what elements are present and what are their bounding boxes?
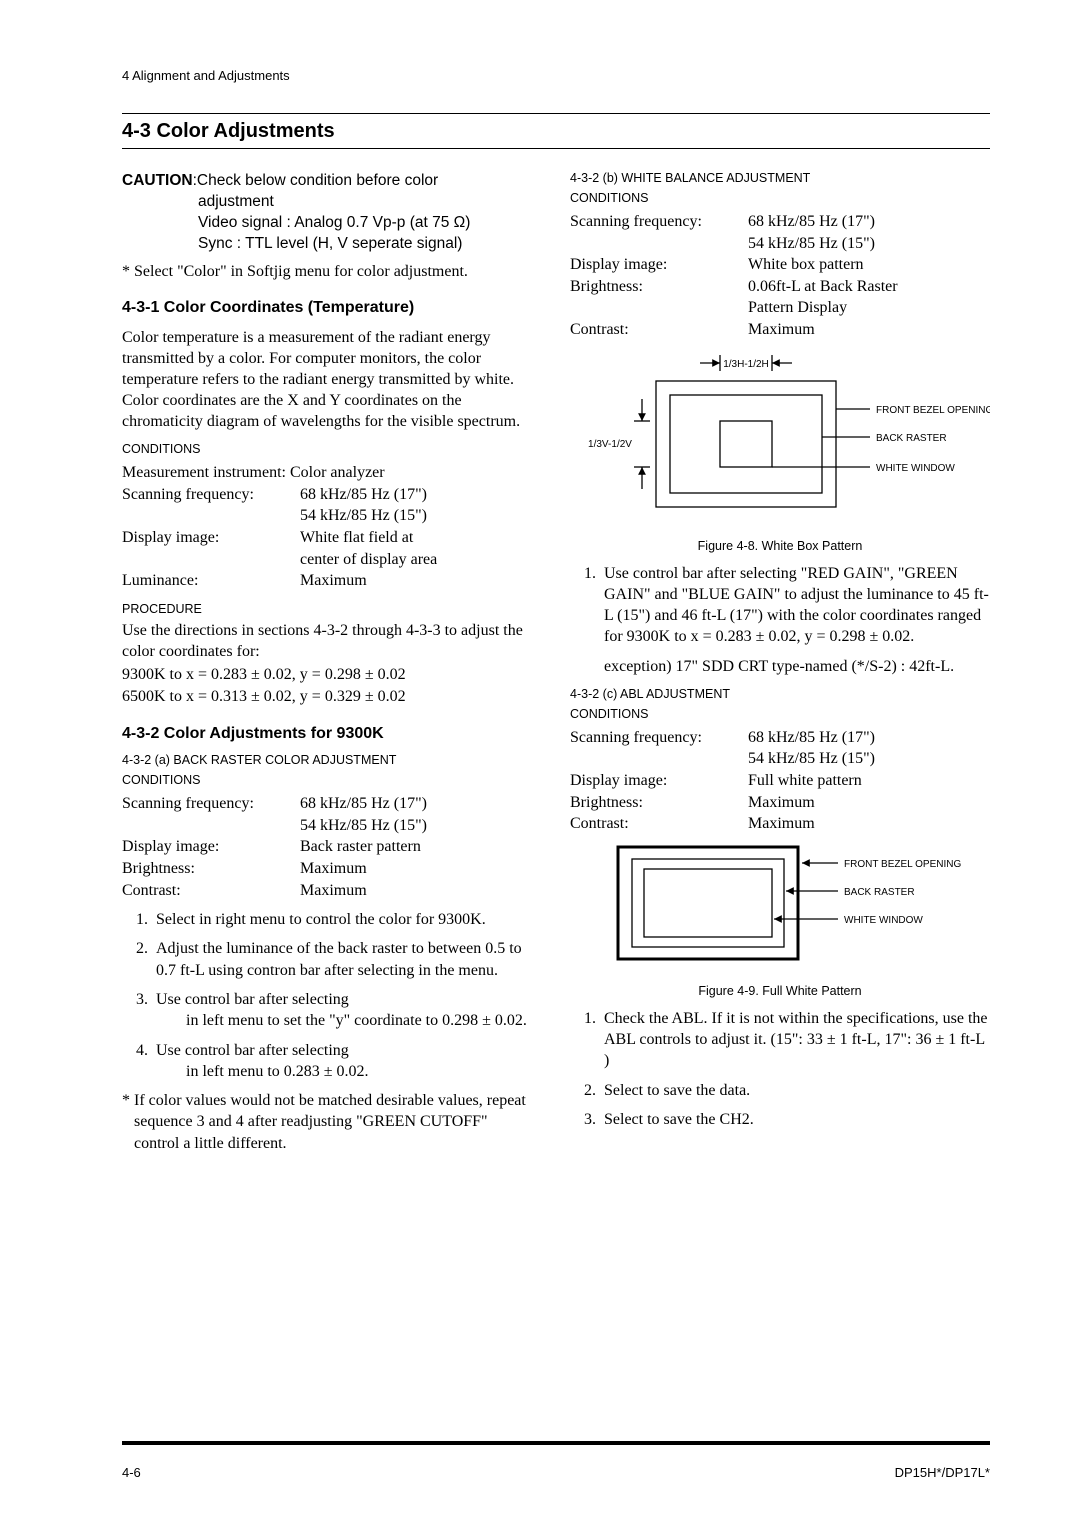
bright-label-432b: Brightness:: [570, 276, 748, 298]
contrast-label-432a: Contrast:: [122, 880, 300, 902]
caution-line4: Sync : TTL level (H, V seperate signal): [198, 234, 532, 255]
bright-value-432c: Maximum: [748, 792, 815, 814]
right-column: 4-3-2 (b) WHITE BALANCE ADJUSTMENT CONDI…: [570, 171, 990, 1154]
caution-line2: adjustment: [198, 192, 532, 213]
scanfreq-label-431: Scanning frequency:: [122, 484, 300, 506]
page-footer: 4-6 DP15H*/DP17L*: [122, 1441, 990, 1480]
display-label-432c: Display image:: [570, 770, 748, 792]
page-number: 4-6: [122, 1465, 141, 1480]
svg-text:BACK RASTER: BACK RASTER: [876, 433, 947, 444]
caution-label: CAUTION: [122, 172, 193, 189]
step-432c-3: Select to save the CH2.: [600, 1109, 990, 1130]
heading-432: 4-3-2 Color Adjustments for 9300K: [122, 725, 532, 743]
scanfreq-432a-l1: 68 kHz/85 Hz (17"): [300, 793, 427, 815]
display-label-431: Display image:: [122, 527, 300, 549]
contrast-value-432b: Maximum: [748, 319, 815, 341]
scanfreq-label-432a: Scanning frequency:: [122, 793, 300, 815]
contrast-label-432b: Contrast:: [570, 319, 748, 341]
steps-432b: Use control bar after selecting "RED GAI…: [570, 563, 990, 677]
conditions-label-432b: CONDITIONS: [570, 191, 990, 205]
scanfreq-432c-l1: 68 kHz/85 Hz (17"): [748, 727, 875, 749]
heading-432a: 4-3-2 (a) BACK RASTER COLOR ADJUSTMENT: [122, 753, 532, 767]
caution-block: CAUTION:Check below condition before col…: [122, 171, 532, 255]
step-432a-1: Select in right menu to control the colo…: [152, 909, 532, 930]
contrast-value-432a: Maximum: [300, 880, 367, 902]
section-title-text: Color Adjustments: [156, 120, 334, 142]
caution-line3: Video signal : Analog 0.7 Vp-p (at 75 Ω): [198, 213, 532, 234]
display-label-432b: Display image:: [570, 254, 748, 276]
instrument-label: Measurement instrument:: [122, 462, 286, 484]
conditions-label-432c: CONDITIONS: [570, 707, 990, 721]
model-number: DP15H*/DP17L*: [895, 1465, 990, 1480]
conditions-label-432a: CONDITIONS: [122, 773, 532, 787]
display-431-l1: White flat field at: [300, 527, 413, 549]
caution-line1: :Check below condition before color: [193, 172, 439, 189]
svg-text:FRONT BEZEL OPENING: FRONT BEZEL OPENING: [844, 859, 961, 870]
display-value-432b: White box pattern: [748, 254, 864, 276]
softjig-note: * Select "Color" in Softjig menu for col…: [122, 263, 532, 281]
bright-label-432a: Brightness:: [122, 858, 300, 880]
step-432a-2: Adjust the luminance of the back raster …: [152, 938, 532, 981]
svg-text:WHITE WINDOW: WHITE WINDOW: [844, 915, 923, 926]
left-column: CAUTION:Check below condition before col…: [122, 171, 532, 1154]
step-432a-4: Use control bar after selecting in left …: [152, 1040, 532, 1083]
bright-432b-l1: 0.06ft-L at Back Raster: [748, 276, 898, 298]
display-value-432a: Back raster pattern: [300, 836, 421, 858]
svg-text:FRONT BEZEL OPENING: FRONT BEZEL OPENING: [876, 405, 990, 416]
contrast-label-432c: Contrast:: [570, 813, 748, 835]
section-title: 4-3 Color Adjustments: [122, 113, 990, 149]
steps-432c: Check the ABL. If it is not within the s…: [570, 1008, 990, 1130]
heading-432b: 4-3-2 (b) WHITE BALANCE ADJUSTMENT: [570, 171, 990, 185]
step-432a-3: Use control bar after selecting in left …: [152, 989, 532, 1032]
lum-label-431: Luminance:: [122, 570, 300, 592]
scanfreq-label-432c: Scanning frequency:: [570, 727, 748, 749]
display-value-432c: Full white pattern: [748, 770, 862, 792]
scanfreq-label-432b: Scanning frequency:: [570, 211, 748, 233]
scanfreq-431-l2: 54 kHz/85 Hz (15"): [300, 505, 427, 527]
scanfreq-432a-l2: 54 kHz/85 Hz (15"): [300, 815, 427, 837]
instrument-value: Color analyzer: [290, 462, 385, 484]
svg-text:1/3V-1/2V: 1/3V-1/2V: [588, 439, 632, 450]
scanfreq-431-l1: 68 kHz/85 Hz (17"): [300, 484, 427, 506]
heading-432c: 4-3-2 (c) ABL ADJUSTMENT: [570, 687, 990, 701]
display-label-432a: Display image:: [122, 836, 300, 858]
heading-431: 4-3-1 Color Coordinates (Temperature): [122, 299, 532, 317]
procedure-para: Use the directions in sections 4-3-2 thr…: [122, 620, 532, 662]
bright-value-432a: Maximum: [300, 858, 367, 880]
scanfreq-432b-l2: 54 kHz/85 Hz (15"): [748, 233, 875, 255]
svg-text:BACK RASTER: BACK RASTER: [844, 887, 915, 898]
step-432c-2: Select to save the data.: [600, 1080, 990, 1101]
svg-text:WHITE WINDOW: WHITE WINDOW: [876, 463, 955, 474]
steps-432a: Select in right menu to control the colo…: [122, 909, 532, 1082]
section-number: 4-3: [122, 120, 151, 142]
para-431: Color temperature is a measurement of th…: [122, 327, 532, 433]
scanfreq-432c-l2: 54 kHz/85 Hz (15"): [748, 748, 875, 770]
figure-4-8-caption: Figure 4-8. White Box Pattern: [570, 539, 990, 553]
figure-4-9: FRONT BEZEL OPENING BACK RASTER WHITE WI…: [570, 839, 990, 974]
figure-4-8: 1/3H-1/2H 1/3V-1/2V: [570, 349, 990, 529]
figure-4-9-caption: Figure 4-9. Full White Pattern: [570, 984, 990, 998]
target-6500k: 6500K to x = 0.313 ± 0.02, y = 0.329 ± 0…: [122, 686, 532, 708]
step-432c-1: Check the ABL. If it is not within the s…: [600, 1008, 990, 1072]
running-header: 4 Alignment and Adjustments: [122, 68, 990, 83]
target-9300k: 9300K to x = 0.283 ± 0.02, y = 0.298 ± 0…: [122, 664, 532, 686]
bright-label-432c: Brightness:: [570, 792, 748, 814]
lum-value-431: Maximum: [300, 570, 367, 592]
step-432b-1: Use control bar after selecting "RED GAI…: [600, 563, 990, 677]
scanfreq-432b-l1: 68 kHz/85 Hz (17"): [748, 211, 875, 233]
svg-text:1/3H-1/2H: 1/3H-1/2H: [723, 359, 769, 370]
bright-432b-l2: Pattern Display: [748, 297, 847, 319]
contrast-value-432c: Maximum: [748, 813, 815, 835]
display-431-l2: center of display area: [300, 549, 437, 571]
footnote-432a: * If color values would not be matched d…: [122, 1090, 532, 1154]
conditions-label-431: CONDITIONS: [122, 442, 532, 456]
procedure-label: PROCEDURE: [122, 602, 532, 616]
